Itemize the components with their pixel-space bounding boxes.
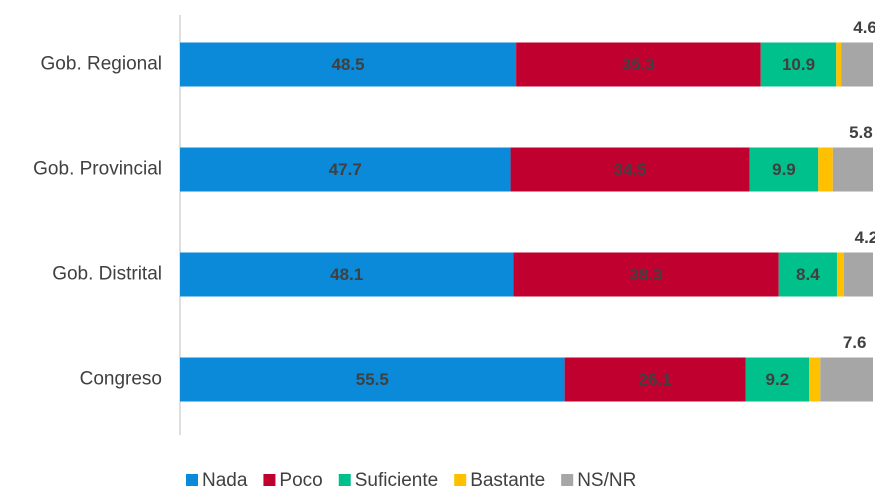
legend-swatch [561,474,574,486]
bar-segment [745,357,810,402]
y-tick-label: Gob. Provincial [33,159,162,180]
data-label: 9.9 [772,160,796,179]
data-label: 38.3 [629,265,662,284]
bar-segment [778,252,837,297]
bar-segment [510,147,750,192]
legend-swatch [263,474,276,486]
bar-segment [760,42,837,87]
data-label: 35.3 [622,55,655,74]
data-label: 26.1 [639,370,672,389]
data-label: 34.5 [614,160,647,179]
bar-segment [832,147,873,192]
data-label: 9.2 [766,370,790,389]
data-label: 7.6 [843,333,867,352]
bar-segment [180,42,517,87]
y-tick-label: Gob. Regional [41,54,162,75]
legend-label: NS/NR [577,470,636,488]
bar-segment [843,252,873,297]
data-label: 48.5 [332,55,365,74]
data-label: 48.1 [330,265,363,284]
data-label: 4.2 [855,228,875,247]
legend-swatch [186,474,198,486]
bar-segment [836,252,844,297]
legend-label: Poco [279,470,322,488]
data-label: 47.7 [329,160,362,179]
bar-segment [564,357,746,402]
data-label: 55.5 [356,370,389,389]
bar-segment [818,147,833,192]
legend-swatch [454,474,467,486]
legend-label: Suficiente [355,470,438,488]
legend-label: Bastante [470,470,545,488]
bar-segment [820,357,873,402]
bar-segment [513,252,779,297]
data-label: 10.9 [782,55,815,74]
data-label: 5.8 [849,123,873,142]
bar-segment [749,147,819,192]
bar-segment [809,357,821,402]
bar-segment [841,42,873,87]
bar-segment [180,357,565,402]
data-label: 4.6 [853,18,875,37]
bar-segment [836,42,842,87]
bar-segment [516,42,761,87]
legend-swatch [338,474,351,486]
bar-segment [180,147,511,192]
y-tick-label: Gob. Distrital [52,264,162,285]
data-label: 8.4 [796,265,820,284]
legend-label: Nada [202,470,248,488]
y-tick-label: Congreso [80,369,162,390]
bar-segment [180,252,514,297]
